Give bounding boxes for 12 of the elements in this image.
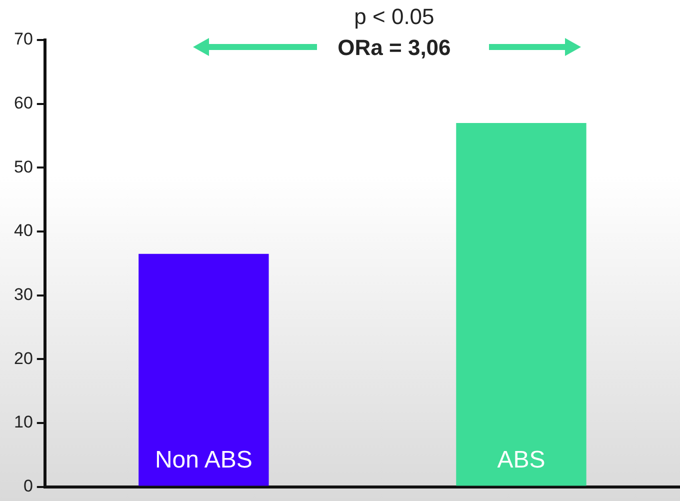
y-tick-label: 40 <box>14 221 33 240</box>
y-tick-label: 50 <box>14 157 33 176</box>
y-tick-label: 10 <box>14 412 33 432</box>
y-tick-label: 60 <box>14 94 33 113</box>
x-tick-label: ABS <box>497 446 546 474</box>
text: p < 0.05 <box>354 4 434 30</box>
y-tick-label: 0 <box>23 476 33 496</box>
y-tick-label: 30 <box>14 285 33 304</box>
y-tick-label: 70 <box>14 30 33 49</box>
annotation: ORa = 3,06 <box>338 35 451 60</box>
x-tick-label: Non ABS <box>154 446 252 474</box>
y-tick-label: 20 <box>14 348 33 368</box>
